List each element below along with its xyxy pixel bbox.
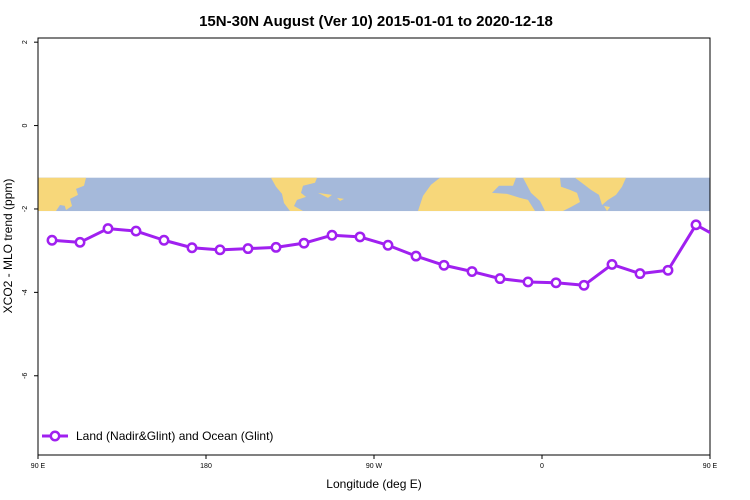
y-tick-label: -6 [22,373,29,379]
data-point [410,250,422,262]
land-island-west [63,198,72,211]
land-asia-west [38,177,86,212]
x-axis-ticks: 90 E 180 90 W 0 90 E [31,455,718,470]
data-point [74,236,86,248]
land-caribbean [318,192,344,201]
data-point [46,234,58,246]
y-tick-label: 0 [22,124,29,128]
world-map-band [38,177,710,212]
data-point [186,242,198,254]
land-north-america [271,177,317,212]
legend-label: Land (Nadir&Glint) and Ocean (Glint) [76,429,273,443]
data-point [494,273,506,285]
chart-title: 15N-30N August (Ver 10) 2015-01-01 to 20… [199,13,553,30]
data-point [720,236,728,244]
y-tick-label: -2 [22,206,29,212]
data-point [606,258,618,270]
x-tick-label: 0 [540,463,544,470]
map-land [38,177,626,212]
x-tick-label: 90 E [31,463,46,470]
x-tick-label: 90 E [703,463,718,470]
data-point [158,234,170,246]
series-line [51,223,710,287]
data-point [438,259,450,271]
x-tick-label: 90 W [366,463,383,470]
land-africa [418,177,535,212]
legend-point-marker [49,430,61,442]
legend: Land (Nadir&Glint) and Ocean (Glint) [42,429,273,443]
data-point [382,239,394,251]
data-point [690,219,702,231]
data-point [634,268,646,280]
y-axis-ticks: 2 0 -2 -4 -6 [22,40,38,379]
data-point [242,243,254,255]
data-point [522,276,534,288]
land-arabia [523,177,580,212]
data-point [354,231,366,243]
data-point [270,241,282,253]
x-axis-label: Longitude (deg E) [326,477,421,491]
y-axis-label: XCO2 - MLO trend (ppm) [1,179,15,314]
land-island-east [604,206,610,212]
data-point [298,237,310,249]
data-point [326,229,338,241]
data-point [130,225,142,237]
y-tick-label: 2 [22,40,29,44]
axes: 90 E 180 90 W 0 90 E 2 0 -2 -4 -6 [22,37,718,470]
data-point [550,277,562,289]
data-point [466,266,478,277]
land-india [575,177,626,205]
data-point [578,279,590,291]
y-tick-label: -4 [22,289,29,295]
x-tick-label: 180 [200,463,212,470]
data-point [102,223,114,235]
plot-frame [37,37,711,456]
series-layer [46,219,728,291]
data-point [214,244,226,256]
data-point [662,264,674,276]
